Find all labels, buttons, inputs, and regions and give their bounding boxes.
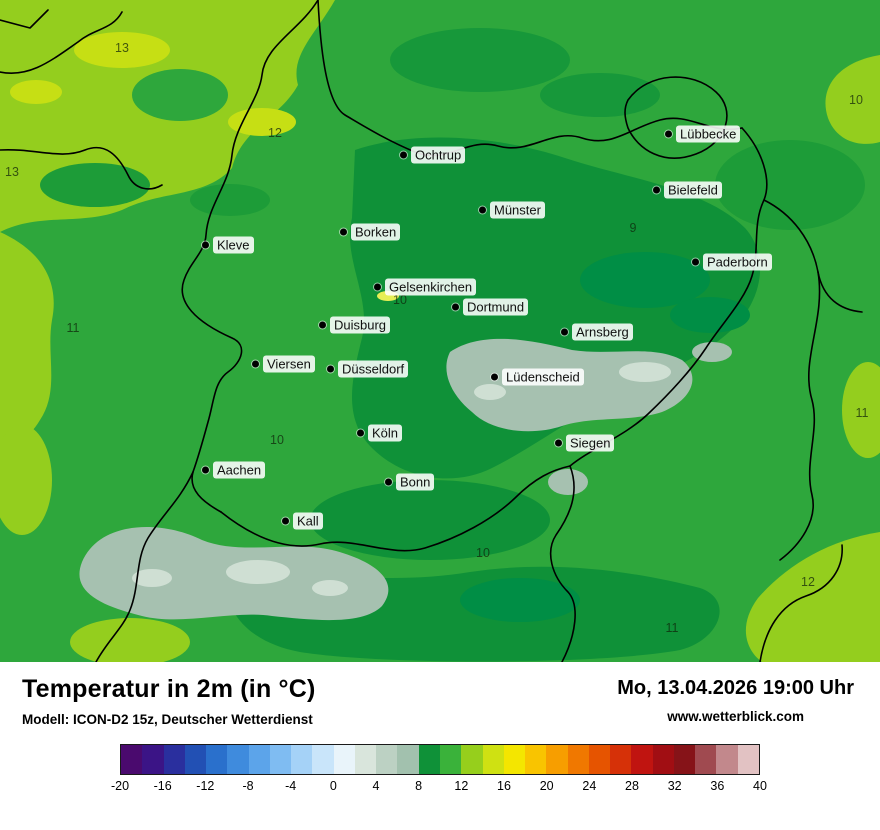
colorbar-segment xyxy=(482,745,504,774)
colorbar-tick-label: 20 xyxy=(539,779,554,793)
colorbar-tick-label: 12 xyxy=(454,779,469,793)
model-info: Modell: ICON-D2 15z, Deutscher Wetterdie… xyxy=(22,712,313,727)
temperature-colorbar: -20 -16 -12 -8 -4 0 4 8 12 16 20 24 28 32 36 40 xyxy=(111,744,767,797)
colorbar-tick-label: 40 xyxy=(753,779,767,793)
colorbar-segment xyxy=(142,745,164,774)
colorbar-segment xyxy=(291,745,313,774)
colorbar-tick-labels: -20 -16 -12 -8 -4 0 4 8 12 16 20 24 28 32 36 40 xyxy=(111,779,767,797)
colorbar-segment xyxy=(354,745,377,774)
map-graphic xyxy=(0,0,880,662)
colorbar-segment xyxy=(121,745,143,774)
footer-right: Mo, 13.04.2026 19:00 Uhr www.wetterblick… xyxy=(617,675,854,724)
colorbar-tick-label: -20 xyxy=(110,779,130,793)
footer-left: Temperatur in 2m (in °C) Modell: ICON-D2… xyxy=(22,675,316,727)
colorbar-tick-label: 24 xyxy=(582,779,597,793)
colorbar-segment xyxy=(439,745,462,774)
colorbar-gradient xyxy=(120,744,760,775)
colorbar-tick-label: 28 xyxy=(625,779,639,793)
colorbar-tick-label: 32 xyxy=(667,779,682,793)
colorbar-segment xyxy=(333,745,355,774)
colorbar-segment xyxy=(695,745,717,774)
colorbar-segment xyxy=(418,745,440,774)
colorbar-segment xyxy=(567,745,589,774)
colorbar-tick-label: 4 xyxy=(372,779,380,793)
colorbar-tick-label: 36 xyxy=(710,779,725,793)
colorbar-segment xyxy=(248,745,270,774)
colorbar-segment xyxy=(269,745,292,774)
temperature-map: 13 10 12 13 9 10 11 11 10 10 12 11 Lübbecke Ochtrup B… xyxy=(0,0,880,662)
colorbar-tick-label: 8 xyxy=(415,779,423,793)
colorbar-segment xyxy=(312,745,334,774)
colorbar-segment xyxy=(163,745,185,774)
forecast-datetime: Mo, 13.04.2026 19:00 Uhr xyxy=(617,677,854,699)
colorbar-tick-label: 16 xyxy=(497,779,511,793)
colorbar-tick-label: 0 xyxy=(329,779,337,793)
colorbar-segment xyxy=(716,745,738,774)
colorbar-tick-label: -16 xyxy=(153,779,172,793)
colorbar-segment xyxy=(610,745,632,774)
colorbar-segment xyxy=(546,745,568,774)
colorbar-segment xyxy=(206,745,228,774)
colorbar-segment xyxy=(737,745,759,774)
border-lines xyxy=(0,0,863,662)
colorbar-segment xyxy=(652,745,674,774)
colorbar-tick-label: -4 xyxy=(285,779,297,793)
footer: Temperatur in 2m (in °C) Modell: ICON-D2… xyxy=(0,662,880,830)
colorbar-segment xyxy=(397,745,419,774)
colorbar-segment xyxy=(461,745,483,774)
colorbar-segment xyxy=(376,745,398,774)
colorbar-segment xyxy=(227,745,249,774)
colorbar-segment xyxy=(525,745,547,774)
website-text: www.wetterblick.com xyxy=(667,709,804,724)
colorbar-segment xyxy=(631,745,653,774)
colorbar-segment xyxy=(673,745,696,774)
colorbar-segment xyxy=(503,745,526,774)
page-title: Temperatur in 2m (in °C) xyxy=(22,675,316,703)
colorbar-tick-label: -12 xyxy=(196,779,215,793)
colorbar-tick-label: -8 xyxy=(242,779,254,793)
colorbar-segment xyxy=(588,745,611,774)
colorbar-segment xyxy=(184,745,207,774)
